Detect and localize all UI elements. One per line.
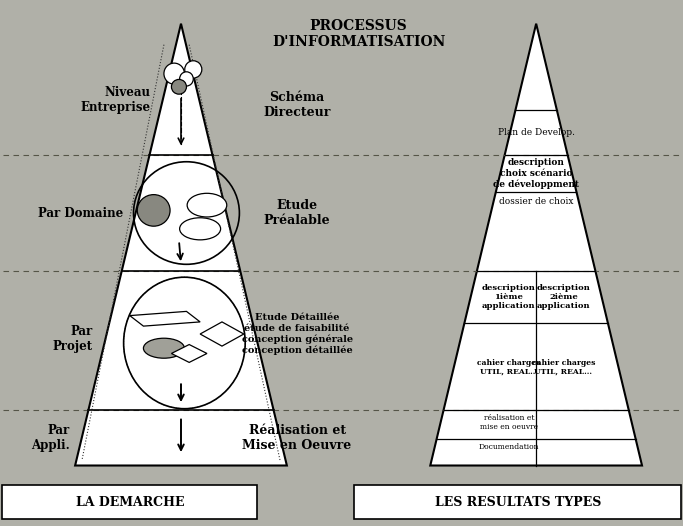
FancyBboxPatch shape bbox=[354, 485, 681, 519]
Text: Etude
Préalable: Etude Préalable bbox=[264, 199, 331, 227]
Text: Par Domaine: Par Domaine bbox=[38, 207, 124, 219]
Text: description
choix scénario
de développment: description choix scénario de développme… bbox=[493, 158, 579, 189]
Polygon shape bbox=[75, 24, 287, 466]
Text: LA DEMARCHE: LA DEMARCHE bbox=[76, 496, 184, 509]
Ellipse shape bbox=[180, 72, 193, 86]
Text: cahier charges
UTIL, REAL...: cahier charges UTIL, REAL... bbox=[477, 359, 540, 376]
Text: Plan de Develop.: Plan de Develop. bbox=[498, 128, 574, 137]
Polygon shape bbox=[200, 322, 244, 346]
Text: description
2ième
application: description 2ième application bbox=[537, 284, 590, 310]
Polygon shape bbox=[130, 311, 200, 326]
Ellipse shape bbox=[184, 61, 202, 78]
Polygon shape bbox=[430, 24, 642, 466]
Ellipse shape bbox=[180, 218, 221, 240]
Text: dossier de choix: dossier de choix bbox=[499, 197, 574, 207]
Text: Réalisation et
Mise en Oeuvre: Réalisation et Mise en Oeuvre bbox=[242, 423, 352, 452]
Text: Niveau
Entreprise: Niveau Entreprise bbox=[81, 86, 150, 114]
Text: Etude Détaillée
étude de faisabilité
conception générale
conception détaillée: Etude Détaillée étude de faisabilité con… bbox=[242, 313, 352, 355]
Ellipse shape bbox=[137, 195, 170, 226]
Text: description
1ième
application: description 1ième application bbox=[482, 284, 535, 310]
Ellipse shape bbox=[171, 79, 186, 94]
FancyBboxPatch shape bbox=[2, 485, 257, 519]
Text: PROCESSUS
D'INFORMATISATION: PROCESSUS D'INFORMATISATION bbox=[272, 19, 445, 49]
Polygon shape bbox=[171, 345, 207, 362]
Text: réalisation et
mise en oeuvre: réalisation et mise en oeuvre bbox=[479, 414, 538, 431]
Text: Par
Appli.: Par Appli. bbox=[31, 423, 70, 452]
Ellipse shape bbox=[143, 338, 184, 358]
Ellipse shape bbox=[164, 63, 184, 84]
Ellipse shape bbox=[187, 194, 227, 217]
Text: LES RESULTATS TYPES: LES RESULTATS TYPES bbox=[434, 496, 601, 509]
Text: Par
Projet: Par Projet bbox=[53, 325, 93, 353]
Text: Schéma
Directeur: Schéma Directeur bbox=[264, 91, 331, 119]
Text: cahier charges
UTIL, REAL...: cahier charges UTIL, REAL... bbox=[532, 359, 595, 376]
Text: Documendation: Documendation bbox=[479, 443, 539, 451]
